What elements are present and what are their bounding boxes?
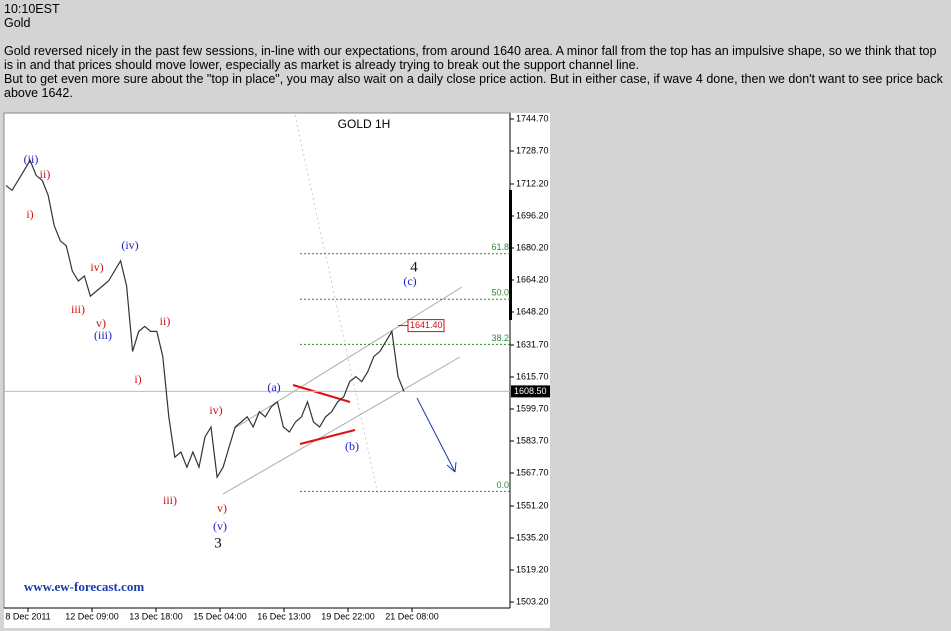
wave-label: (a) xyxy=(267,380,280,394)
wave-label: v) xyxy=(217,501,227,515)
x-tick-label: 21 Dec 08:00 xyxy=(385,611,439,621)
wave-label: (iv) xyxy=(121,238,138,252)
x-tick-label: 15 Dec 04:00 xyxy=(193,611,247,621)
x-tick-label: 12 Dec 09:00 xyxy=(65,611,119,621)
wave-label: i) xyxy=(134,372,141,386)
price-line-series xyxy=(5,159,405,480)
y-tick-label: 1664.20 xyxy=(516,274,549,284)
y-tick-label: 1744.70 xyxy=(516,113,549,123)
subject: Gold xyxy=(4,16,31,30)
header: 10:10EST Gold Gold reversed nicely in th… xyxy=(4,2,944,100)
triangle-line xyxy=(299,429,356,445)
y-tick-label: 1680.20 xyxy=(516,242,549,252)
fib-label: 0.0 xyxy=(496,480,509,490)
wave-label: iii) xyxy=(163,493,177,507)
y-tick-label: 1583.70 xyxy=(516,435,549,445)
watermark: www.ew-forecast.com xyxy=(24,579,144,594)
wave-label: (iii) xyxy=(94,328,112,342)
wave-label: (ii) xyxy=(24,152,39,166)
wave-label: i) xyxy=(26,207,33,221)
wave-label: (v) xyxy=(213,519,227,533)
x-tick-label: 8 Dec 2011 xyxy=(5,611,50,621)
y-tick-label: 1567.70 xyxy=(516,467,549,477)
y-tick-label: 1648.20 xyxy=(516,306,549,316)
wave-label: (b) xyxy=(345,439,359,453)
wave-label: 4 xyxy=(410,259,418,275)
wave-label: iv) xyxy=(209,403,222,417)
arrow-head xyxy=(446,461,457,473)
y-tick-label: 1519.20 xyxy=(516,564,549,574)
fib-label: 38.2 xyxy=(491,333,509,343)
arrow xyxy=(416,397,456,473)
y-tick-label: 1712.20 xyxy=(516,178,549,188)
y-tick-label: 1631.70 xyxy=(516,339,549,349)
chart-title: GOLD 1H xyxy=(338,117,391,131)
wave-label: iv) xyxy=(90,260,103,274)
plot-area xyxy=(3,112,511,609)
peak-tag-label: 1641.40 xyxy=(410,320,443,330)
scroll-bar xyxy=(509,190,512,320)
y-tick-label: 1599.70 xyxy=(516,403,549,413)
wave-label: ii) xyxy=(160,314,171,328)
price-tag-label: 1608.50 xyxy=(514,386,547,396)
y-tick-label: 1535.20 xyxy=(516,532,549,542)
time: 10:10EST xyxy=(4,2,60,16)
channel-line xyxy=(222,356,461,495)
y-tick-label: 1696.20 xyxy=(516,210,549,220)
price-tag xyxy=(511,385,550,398)
wave-label: v) xyxy=(96,316,106,330)
axis-area xyxy=(510,113,550,608)
peak-tag xyxy=(407,319,445,333)
wave-label: (c) xyxy=(403,274,416,288)
wave-label: iii) xyxy=(71,302,85,316)
y-tick-label: 1551.20 xyxy=(516,500,549,510)
y-tick-label: 1615.70 xyxy=(516,371,549,381)
paragraph: Gold reversed nicely in the past few ses… xyxy=(4,44,937,72)
x-tick-label: 19 Dec 22:00 xyxy=(321,611,375,621)
fib-label: 50.0 xyxy=(491,288,509,298)
channel-line xyxy=(234,286,463,429)
x-axis-area xyxy=(4,608,550,628)
wave-label: ii) xyxy=(40,167,51,181)
fib-label: 61.8 xyxy=(491,242,509,252)
y-tick-label: 1503.20 xyxy=(516,596,549,606)
x-tick-label: 13 Dec 18:00 xyxy=(129,611,183,621)
x-tick-label: 16 Dec 13:00 xyxy=(257,611,311,621)
wave-label: 3 xyxy=(214,535,222,551)
paragraph: But to get even more sure about the "top… xyxy=(4,72,943,100)
y-tick-label: 1728.70 xyxy=(516,145,549,155)
